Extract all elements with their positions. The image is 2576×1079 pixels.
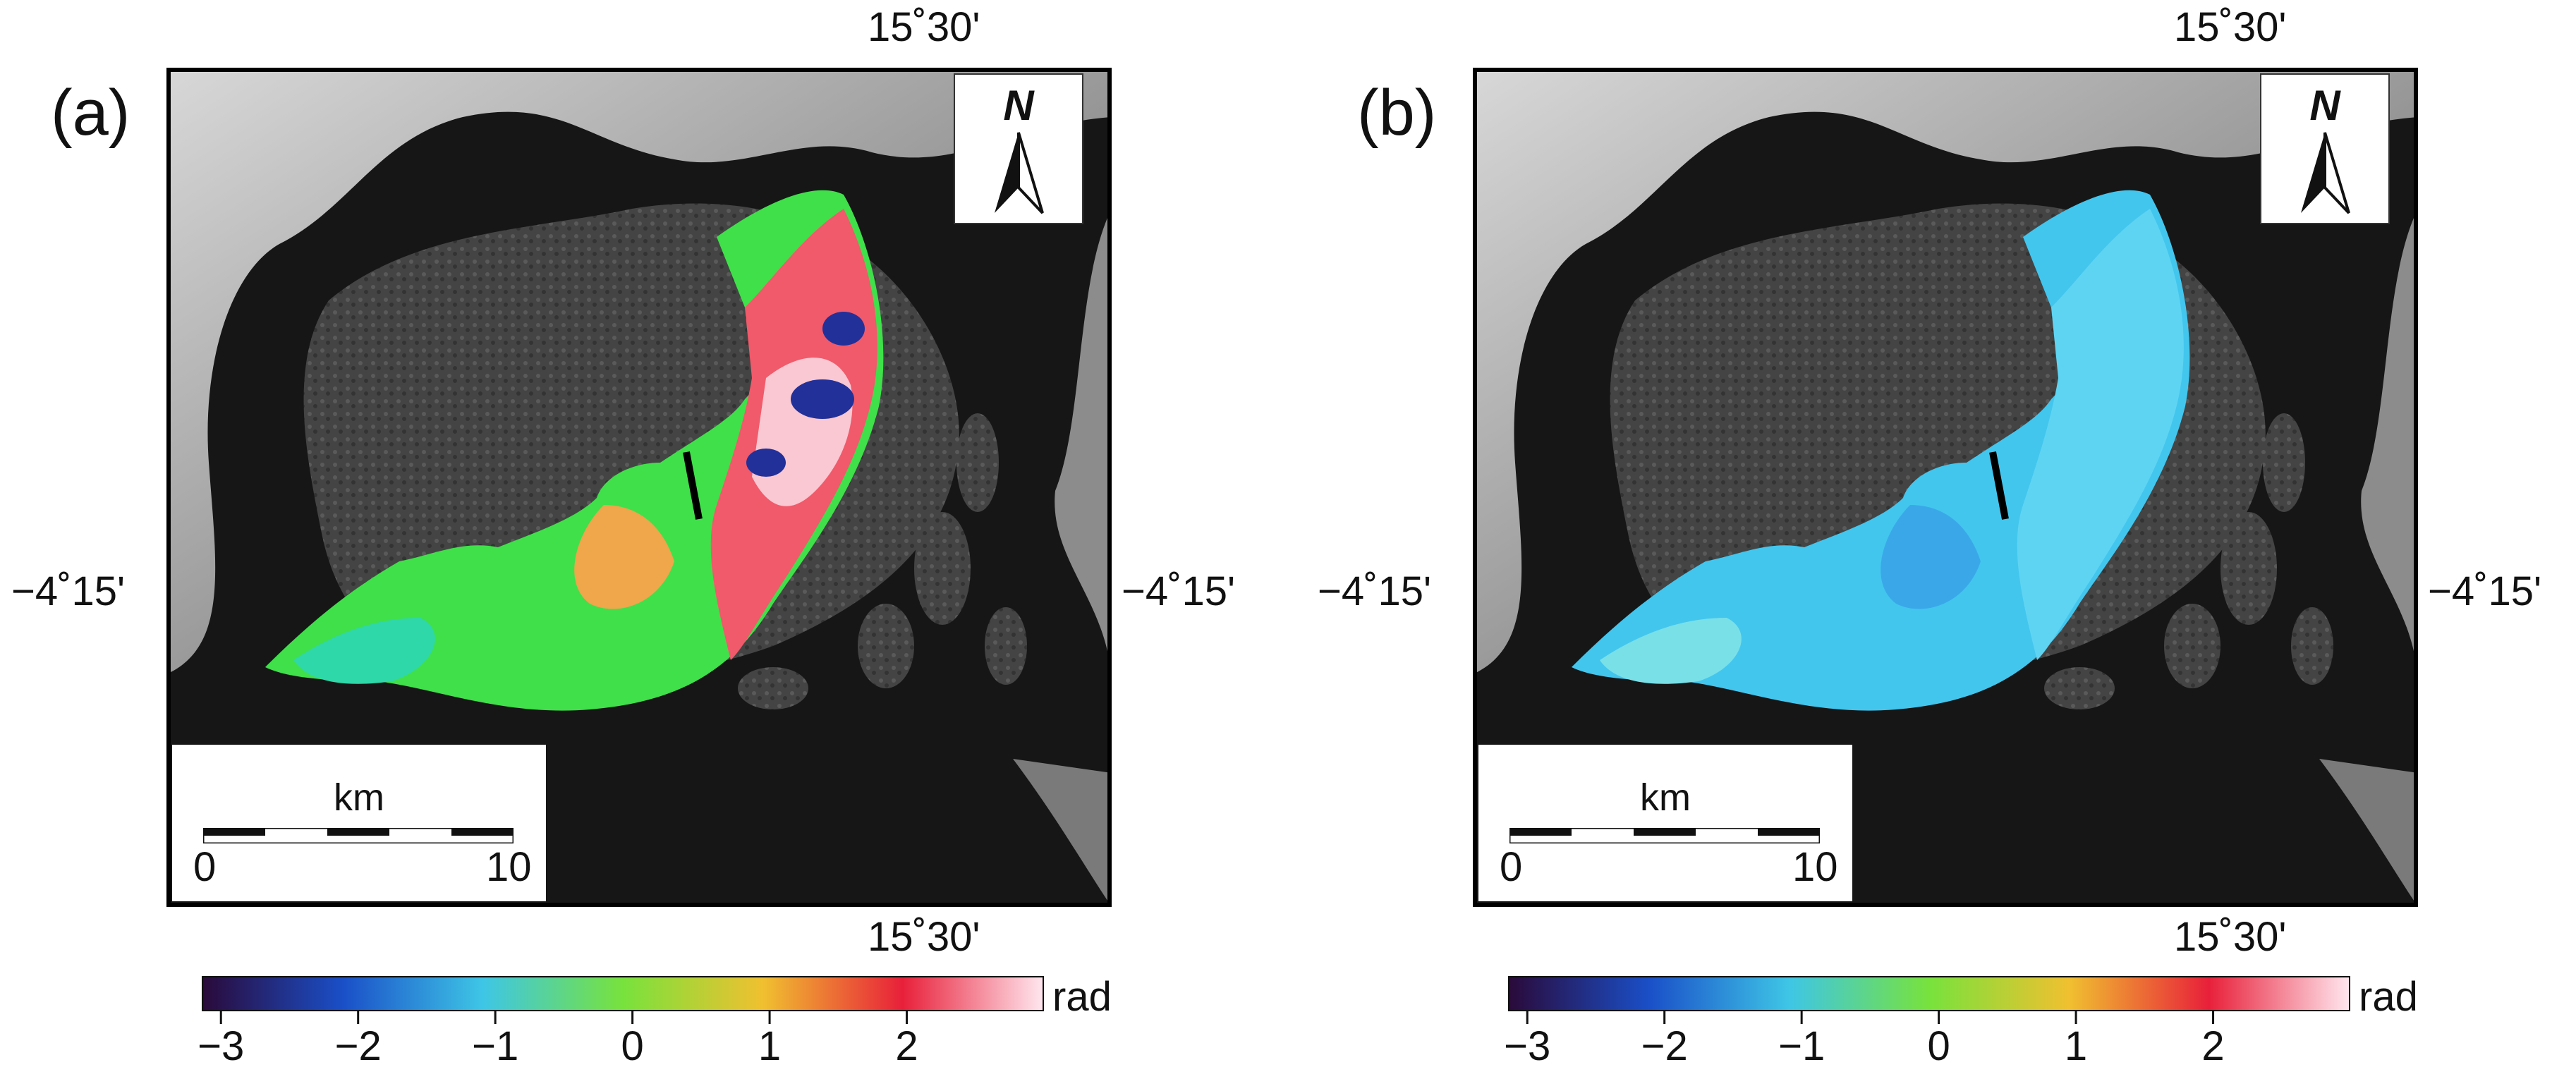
- longitude-label-bottom: 15˚30': [2174, 914, 2287, 960]
- panel-a: (a) 15˚30' 15˚30' −4˚15' −4˚15': [11, 4, 1236, 1070]
- colorbar-ticks: [1526, 1011, 2215, 1024]
- scale-min-label: 0: [1500, 844, 1523, 890]
- panel-label: (a): [51, 77, 130, 149]
- colorbar-tick-label: 1: [758, 1023, 782, 1069]
- interferogram-map: N km 0 10: [1473, 68, 2418, 907]
- colorbar-tick-label: −3: [1504, 1023, 1551, 1069]
- interferogram-phase-area: [1572, 190, 2190, 711]
- panel-label: (b): [1357, 77, 1437, 149]
- latitude-label-right: −4˚15': [1122, 568, 1236, 614]
- scale-min-label: 0: [193, 844, 217, 890]
- colorbar: [202, 976, 1044, 1011]
- colorbar-ticks: [219, 1011, 909, 1024]
- scale-bar: km 0 10: [172, 745, 546, 901]
- scale-unit-label: km: [1640, 776, 1691, 819]
- colorbar-tick-label: 0: [1927, 1023, 1950, 1069]
- colorbar: [1508, 976, 2350, 1011]
- colorbar-tick-label: 0: [621, 1023, 644, 1069]
- north-arrow: N: [954, 73, 1083, 224]
- north-arrow: N: [2260, 73, 2390, 224]
- profile-line: [683, 451, 703, 520]
- latitude-label-left: −4˚15': [11, 568, 126, 614]
- colorbar-tick-label: −1: [1778, 1023, 1825, 1069]
- colorbar-tick-label: 2: [895, 1023, 918, 1069]
- colorbar-tick-label: −3: [198, 1023, 245, 1069]
- colorbar-tick-label: −2: [334, 1023, 382, 1069]
- interferogram-phase-area: [265, 190, 884, 711]
- scale-max-label: 10: [486, 844, 532, 890]
- scale-max-label: 10: [1792, 844, 1838, 890]
- north-label: N: [1003, 82, 1035, 129]
- scale-bar: km 0 10: [1478, 745, 1852, 901]
- scale-bar-segments: [203, 828, 514, 843]
- scale-unit-label: km: [334, 776, 384, 819]
- interferogram-map: N km 0 10: [166, 68, 1112, 907]
- panel-b: (b) 15˚30' 15˚30' −4˚15' −4˚15': [1306, 0, 2576, 1079]
- colorbar-tick-label: 1: [2064, 1023, 2088, 1069]
- scale-bar-segments: [1509, 828, 1820, 843]
- colorbar-unit: rad: [2359, 974, 2418, 1020]
- longitude-label-top: 15˚30': [868, 4, 980, 50]
- profile-line: [1989, 451, 2009, 520]
- north-label: N: [2309, 82, 2341, 129]
- latitude-label-right: −4˚15': [2428, 568, 2542, 614]
- colorbar-tick-label: 2: [2201, 1023, 2225, 1069]
- longitude-label-top: 15˚30': [2174, 4, 2287, 50]
- latitude-label-left: −4˚15': [1318, 568, 1432, 614]
- colorbar-tick-label: −1: [472, 1023, 519, 1069]
- longitude-label-bottom: 15˚30': [868, 914, 980, 960]
- colorbar-unit: rad: [1052, 974, 1112, 1020]
- colorbar-tick-label: −2: [1641, 1023, 1688, 1069]
